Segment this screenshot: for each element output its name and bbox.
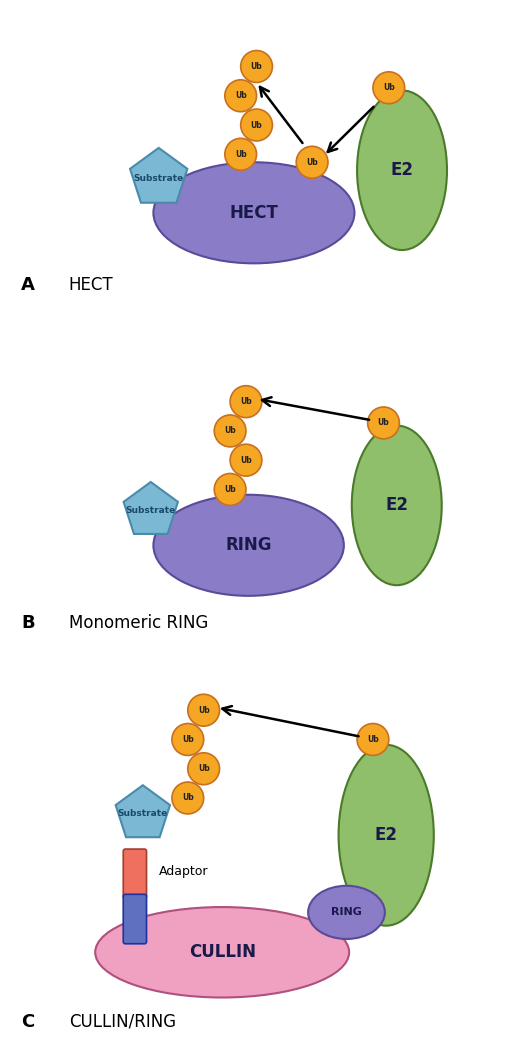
Circle shape — [357, 724, 389, 755]
Text: Ub: Ub — [383, 83, 395, 93]
Text: CULLIN/RING: CULLIN/RING — [69, 1013, 176, 1031]
Text: Ub: Ub — [182, 794, 194, 802]
Text: Substrate: Substrate — [126, 506, 176, 515]
Circle shape — [188, 695, 220, 726]
Circle shape — [214, 473, 246, 505]
Text: Ub: Ub — [224, 427, 236, 435]
Circle shape — [225, 138, 257, 170]
Text: E2: E2 — [390, 162, 414, 179]
Text: Substrate: Substrate — [118, 810, 168, 818]
Ellipse shape — [153, 495, 344, 596]
Text: Substrate: Substrate — [134, 173, 184, 183]
Text: Ub: Ub — [235, 150, 247, 159]
Circle shape — [225, 80, 257, 112]
Ellipse shape — [339, 745, 434, 926]
Text: Ub: Ub — [235, 92, 247, 100]
Text: Ub: Ub — [378, 418, 389, 428]
Circle shape — [188, 753, 220, 785]
Text: A: A — [21, 276, 35, 294]
Ellipse shape — [153, 163, 354, 263]
Ellipse shape — [95, 907, 349, 998]
Text: Ub: Ub — [198, 764, 209, 774]
Circle shape — [296, 146, 328, 179]
Circle shape — [230, 385, 262, 418]
Circle shape — [172, 724, 204, 755]
Polygon shape — [130, 148, 187, 203]
Text: Adaptor: Adaptor — [159, 865, 208, 878]
Circle shape — [214, 415, 246, 447]
Text: Ub: Ub — [367, 735, 379, 744]
Circle shape — [172, 782, 204, 814]
Text: Ub: Ub — [224, 485, 236, 494]
Text: C: C — [21, 1013, 34, 1031]
FancyBboxPatch shape — [123, 894, 147, 944]
Text: HECT: HECT — [69, 276, 113, 294]
Text: Ub: Ub — [182, 735, 194, 744]
Text: Ub: Ub — [251, 120, 262, 130]
Polygon shape — [124, 482, 178, 534]
Circle shape — [241, 50, 272, 83]
Ellipse shape — [357, 90, 447, 250]
Text: Ub: Ub — [306, 157, 318, 167]
Text: RING: RING — [225, 536, 272, 554]
Text: Ub: Ub — [240, 455, 252, 465]
Ellipse shape — [352, 426, 442, 585]
Text: HECT: HECT — [230, 204, 278, 221]
Circle shape — [241, 110, 272, 142]
Circle shape — [230, 444, 262, 477]
Text: Ub: Ub — [240, 397, 252, 406]
Text: E2: E2 — [385, 497, 408, 514]
Text: Ub: Ub — [251, 62, 262, 71]
Text: E2: E2 — [375, 827, 398, 844]
Text: CULLIN: CULLIN — [189, 944, 256, 961]
Circle shape — [373, 71, 405, 103]
Polygon shape — [116, 785, 170, 837]
Text: Monomeric RING: Monomeric RING — [69, 614, 208, 632]
Circle shape — [368, 406, 399, 438]
Text: B: B — [21, 614, 35, 632]
Ellipse shape — [308, 885, 385, 938]
FancyBboxPatch shape — [123, 849, 147, 898]
Text: RING: RING — [331, 908, 362, 917]
Text: Ub: Ub — [198, 705, 209, 715]
